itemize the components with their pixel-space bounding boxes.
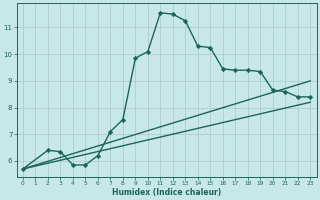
X-axis label: Humidex (Indice chaleur): Humidex (Indice chaleur) <box>112 188 221 197</box>
